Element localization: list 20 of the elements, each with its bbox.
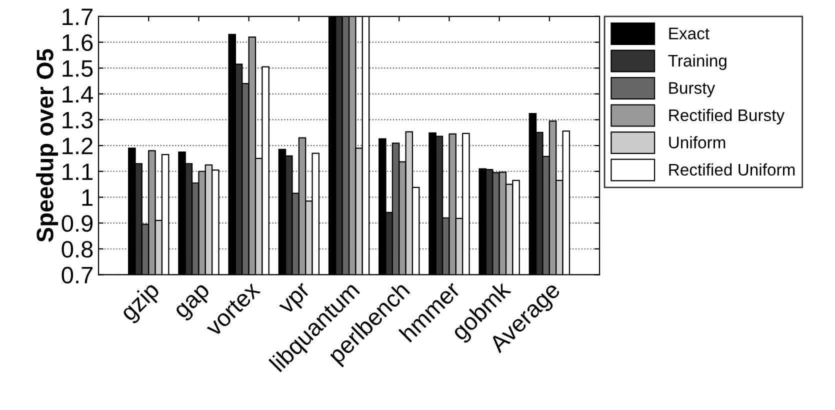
x-tick-label: gap	[174, 283, 214, 322]
x-tick-label: gzip	[118, 280, 164, 326]
y-tick-label: 1.2	[62, 138, 92, 154]
legend-label: Rectified Uniform	[669, 163, 795, 176]
legend-label: Exact	[669, 28, 710, 40]
legend-label: Bursty	[669, 82, 716, 98]
y-axis-title: Speedup over O5	[36, 49, 58, 242]
legend-label: Rectified Bursty	[669, 108, 785, 124]
y-tick-label: 0.7	[62, 266, 92, 284]
y-tick-label: 1.3	[62, 112, 93, 129]
y-tick-label: 1.5	[62, 60, 93, 77]
y-tick-label: 1.6	[62, 34, 93, 52]
y-tick-label: 1.4	[62, 86, 93, 102]
y-tick-label: 1.7	[62, 8, 92, 25]
legend-label: Uniform	[669, 136, 726, 148]
legend-label: Training	[668, 54, 726, 70]
y-tick-label: 0.9	[62, 215, 93, 232]
y-tick-label: 1	[82, 190, 93, 206]
y-tick-label: 1.1	[62, 164, 93, 180]
y-tick-label: 0.8	[62, 240, 93, 258]
